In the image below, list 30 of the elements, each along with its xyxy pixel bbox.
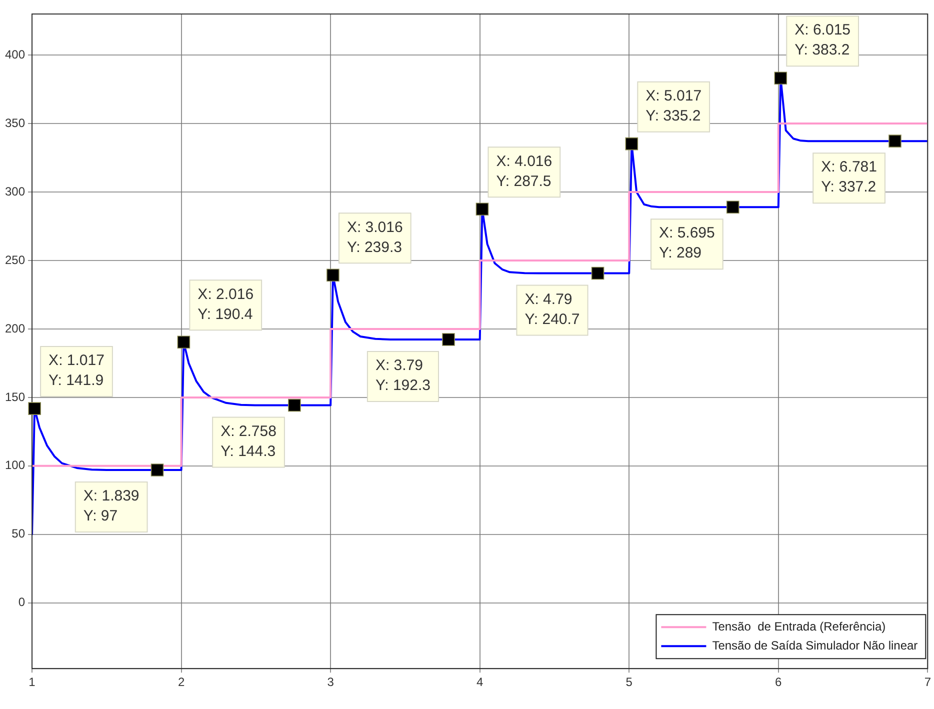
annotation: X: 6.781 Y: 337.2 [821, 158, 877, 196]
annotation: X: 3.79 Y: 192.3 [375, 357, 431, 394]
y-tick-label: 400 [4, 47, 26, 62]
annotation: X: 4.79 Y: 240.7 [524, 290, 580, 328]
x-tick-label: 2 [178, 675, 185, 690]
annotation: X: 3.016 Y: 239.3 [346, 218, 403, 256]
y-tick-label: 150 [4, 390, 26, 404]
x-tick-label: 7 [924, 675, 932, 690]
annotation: X: 5.695 Y: 289 [658, 224, 715, 262]
annotation: X: 4.016 Y: 287.5 [496, 152, 552, 190]
y-tick-label: 350 [4, 116, 26, 130]
legend-label: Tensão de Entrada (Referência) [712, 619, 886, 634]
y-tick-label: 200 [4, 321, 26, 336]
x-tick-label: 5 [626, 675, 633, 690]
x-tick-label: 3 [327, 675, 334, 690]
annotation: X: 2.758 Y: 144.3 [220, 422, 276, 460]
x-tick-label: 1 [28, 675, 36, 690]
annotation: X: 5.017 Y: 335.2 [646, 87, 702, 124]
x-tick-label: 6 [775, 675, 782, 690]
annotation: X: 1.017 Y: 141.9 [48, 352, 104, 390]
y-tick-label: 250 [4, 252, 26, 267]
annotation: X: 2.016 Y: 190.4 [198, 286, 254, 323]
annotation: X: 6.015 Y: 383.2 [794, 22, 851, 59]
y-tick-label: 0 [18, 595, 26, 610]
y-tick-label: 100 [4, 458, 26, 472]
y-tick-label: 50 [12, 526, 26, 541]
legend-label: Tensão de Saída Simulador Não linear [712, 638, 918, 652]
annotation: X: 1.839 Y: 97 [83, 488, 140, 525]
y-tick-label: 300 [4, 184, 26, 198]
x-tick-label: 4 [476, 675, 484, 690]
